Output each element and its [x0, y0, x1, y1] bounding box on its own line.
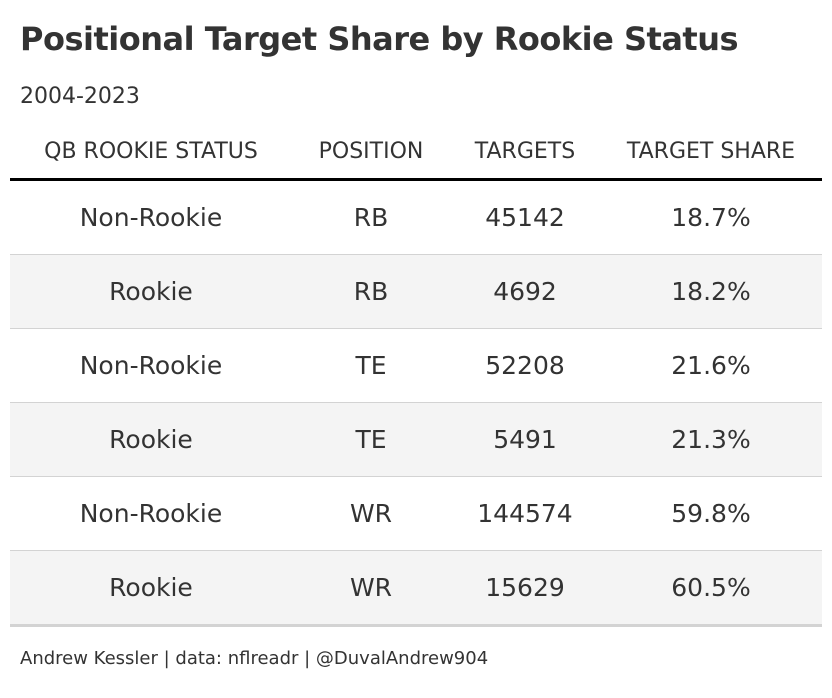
- cell-targets: 144574: [450, 476, 600, 551]
- cell-qb-rookie-status: Rookie: [10, 254, 292, 329]
- data-table: QB ROOKIE STATUS POSITION TARGETS TARGET…: [10, 124, 822, 627]
- cell-target-share: 60.5%: [600, 550, 822, 627]
- cell-qb-rookie-status: Non-Rookie: [10, 179, 292, 255]
- cell-targets: 5491: [450, 402, 600, 477]
- cell-targets: 45142: [450, 179, 600, 255]
- cell-target-share: 21.3%: [600, 402, 822, 477]
- cell-target-share: 18.2%: [600, 254, 822, 329]
- cell-qb-rookie-status: Non-Rookie: [10, 328, 292, 403]
- cell-target-share: 21.6%: [600, 328, 822, 403]
- table-row: Non-Rookie RB 45142 18.7%: [10, 179, 822, 255]
- cell-position: RB: [292, 179, 450, 255]
- column-header-position: POSITION: [292, 124, 450, 181]
- cell-targets: 52208: [450, 328, 600, 403]
- cell-position: TE: [292, 402, 450, 477]
- cell-position: WR: [292, 550, 450, 627]
- table-row: Non-Rookie TE 52208 21.6%: [10, 328, 822, 403]
- header-row: QB ROOKIE STATUS POSITION TARGETS TARGET…: [10, 124, 822, 181]
- cell-position: RB: [292, 254, 450, 329]
- cell-targets: 4692: [450, 254, 600, 329]
- cell-target-share: 59.8%: [600, 476, 822, 551]
- cell-qb-rookie-status: Rookie: [10, 550, 292, 627]
- column-header-qb-rookie-status: QB ROOKIE STATUS: [10, 124, 292, 181]
- chart-title: Positional Target Share by Rookie Status: [20, 20, 739, 58]
- table-row: Rookie WR 15629 60.5%: [10, 550, 822, 627]
- cell-target-share: 18.7%: [600, 179, 822, 255]
- cell-qb-rookie-status: Rookie: [10, 402, 292, 477]
- cell-position: WR: [292, 476, 450, 551]
- chart-subtitle: 2004-2023: [20, 84, 140, 109]
- table-row: Rookie RB 4692 18.2%: [10, 254, 822, 329]
- column-header-target-share: TARGET SHARE: [600, 124, 822, 181]
- table-row: Rookie TE 5491 21.3%: [10, 402, 822, 477]
- cell-qb-rookie-status: Non-Rookie: [10, 476, 292, 551]
- source-note: Andrew Kessler | data: nflreadr | @Duval…: [20, 648, 489, 669]
- column-header-targets: TARGETS: [450, 124, 600, 181]
- table-row: Non-Rookie WR 144574 59.8%: [10, 476, 822, 551]
- cell-position: TE: [292, 328, 450, 403]
- cell-targets: 15629: [450, 550, 600, 627]
